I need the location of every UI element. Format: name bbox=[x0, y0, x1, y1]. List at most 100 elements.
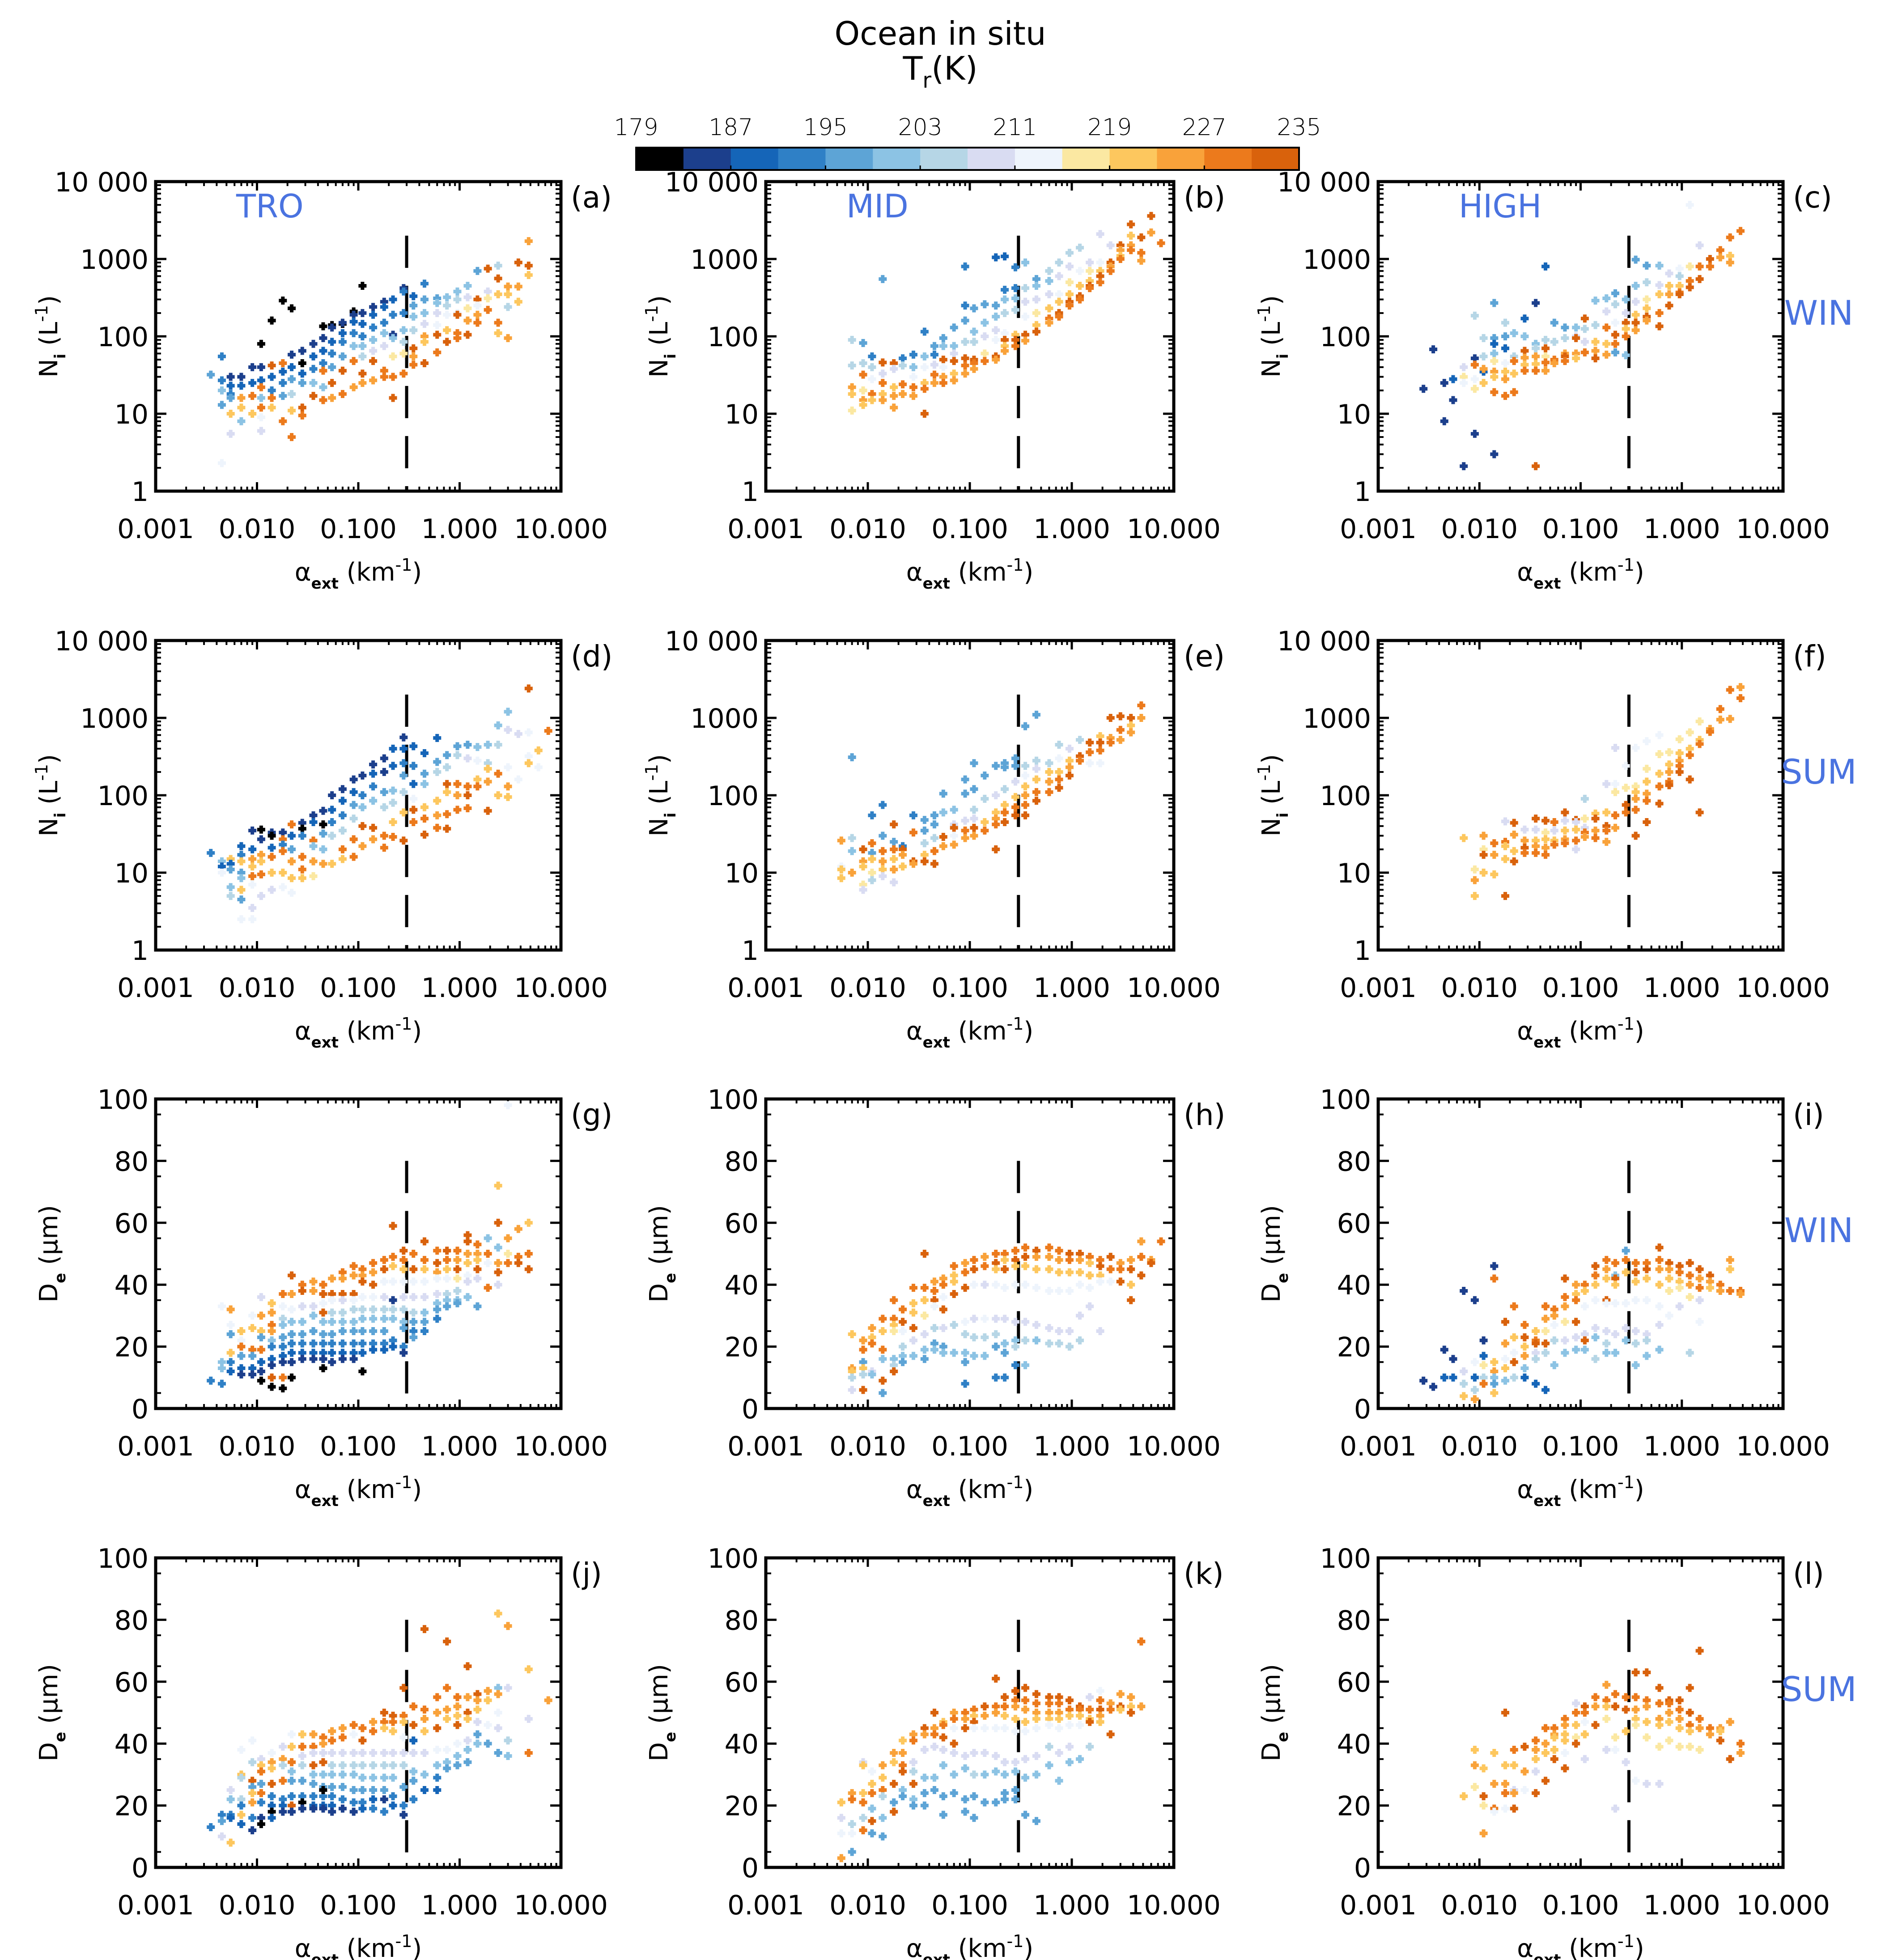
data-point bbox=[399, 1761, 408, 1769]
data-point bbox=[328, 1748, 336, 1757]
y-axis-title-close: ) bbox=[1257, 754, 1286, 764]
data-point bbox=[1021, 1336, 1030, 1345]
data-point bbox=[1675, 1696, 1684, 1705]
y-tick-label: 80 bbox=[725, 1605, 759, 1636]
data-point bbox=[380, 1345, 388, 1354]
data-point bbox=[399, 1256, 408, 1264]
data-point bbox=[1137, 1271, 1146, 1280]
y-axis-title-main: N bbox=[34, 818, 64, 836]
data-point bbox=[1695, 262, 1704, 271]
data-point bbox=[514, 1225, 522, 1233]
data-point bbox=[349, 1721, 358, 1729]
data-point bbox=[1011, 1336, 1019, 1345]
data-point bbox=[1591, 1721, 1600, 1729]
data-point bbox=[257, 1789, 265, 1797]
data-point bbox=[298, 1355, 306, 1363]
data-point bbox=[338, 1355, 347, 1363]
data-point bbox=[1501, 392, 1510, 400]
data-point bbox=[868, 1370, 876, 1379]
data-point bbox=[1086, 1284, 1094, 1292]
data-point bbox=[1096, 1271, 1104, 1280]
y-tick-label: 40 bbox=[115, 1729, 149, 1760]
data-point bbox=[248, 1324, 257, 1332]
data-point bbox=[309, 1780, 318, 1788]
data-point bbox=[420, 830, 429, 839]
data-point bbox=[338, 1748, 347, 1757]
data-point bbox=[1695, 1265, 1704, 1273]
colorbar-label-tail: (K) bbox=[931, 50, 977, 87]
x-axis-title-sub: ext bbox=[311, 1951, 339, 1960]
data-point bbox=[1065, 1287, 1074, 1295]
data-point bbox=[1580, 338, 1589, 346]
data-point bbox=[1686, 1349, 1694, 1357]
data-point bbox=[358, 1271, 367, 1280]
y-axis-title-sub: e bbox=[51, 1273, 69, 1283]
data-point bbox=[1490, 367, 1499, 376]
data-point bbox=[463, 1714, 472, 1723]
data-point bbox=[890, 1321, 898, 1329]
data-point bbox=[1655, 1321, 1664, 1329]
data-point bbox=[473, 756, 482, 765]
data-point bbox=[1520, 848, 1529, 857]
data-point bbox=[237, 1364, 246, 1373]
data-point bbox=[369, 1727, 378, 1735]
data-point bbox=[970, 1333, 978, 1341]
data-point bbox=[1643, 818, 1651, 826]
data-point bbox=[899, 1318, 907, 1326]
x-axis-title-sub: ext bbox=[923, 1951, 950, 1960]
data-point bbox=[504, 1684, 512, 1692]
y-axis-title: De (μm) bbox=[645, 1664, 679, 1761]
y-tick-label: 1 bbox=[742, 935, 759, 967]
data-point bbox=[1501, 344, 1510, 352]
data-point bbox=[1106, 734, 1115, 742]
data-point bbox=[399, 1783, 408, 1791]
data-point bbox=[1001, 1315, 1009, 1323]
data-point bbox=[420, 1237, 429, 1246]
y-tick-label: 100 bbox=[707, 1084, 759, 1116]
data-point bbox=[358, 342, 367, 350]
data-point bbox=[920, 385, 929, 393]
data-point bbox=[1675, 1724, 1684, 1732]
data-point bbox=[1032, 710, 1040, 719]
data-point bbox=[1076, 1250, 1084, 1258]
y-tick-label: 10 bbox=[725, 858, 759, 889]
colorbar-segment bbox=[683, 148, 731, 170]
data-point bbox=[1665, 760, 1673, 769]
panel-label: (j) bbox=[571, 1557, 602, 1591]
data-point bbox=[309, 1792, 318, 1800]
data-point bbox=[369, 310, 378, 319]
data-point bbox=[380, 768, 388, 776]
data-point bbox=[328, 1358, 336, 1366]
data-point bbox=[1655, 1721, 1664, 1729]
data-point bbox=[1591, 321, 1600, 329]
data-point bbox=[389, 762, 397, 770]
data-point bbox=[524, 1265, 533, 1273]
y-tick-label: 1000 bbox=[80, 703, 149, 734]
data-point bbox=[1572, 1333, 1580, 1341]
data-point bbox=[1611, 300, 1619, 309]
plot-frame bbox=[154, 1556, 563, 1869]
data-point bbox=[1675, 1277, 1684, 1286]
data-point bbox=[879, 1761, 887, 1769]
data-point bbox=[1686, 1293, 1694, 1301]
data-point bbox=[248, 904, 257, 912]
data-point bbox=[420, 1748, 429, 1757]
data-point bbox=[443, 1256, 451, 1264]
data-point bbox=[970, 1315, 978, 1323]
data-point bbox=[992, 1798, 1000, 1807]
data-point bbox=[868, 352, 876, 361]
data-point bbox=[859, 370, 867, 379]
data-point bbox=[1631, 743, 1640, 752]
data-point bbox=[349, 329, 358, 337]
data-point bbox=[890, 1798, 898, 1807]
data-point bbox=[504, 1622, 512, 1630]
data-point bbox=[494, 769, 502, 778]
data-point bbox=[279, 1761, 287, 1769]
data-point bbox=[1065, 771, 1074, 780]
data-point bbox=[1532, 842, 1540, 850]
data-point bbox=[544, 1696, 552, 1705]
data-point bbox=[369, 1293, 378, 1301]
data-point bbox=[463, 316, 472, 325]
data-point bbox=[1655, 1699, 1664, 1708]
colorbar-segment bbox=[1204, 148, 1252, 170]
